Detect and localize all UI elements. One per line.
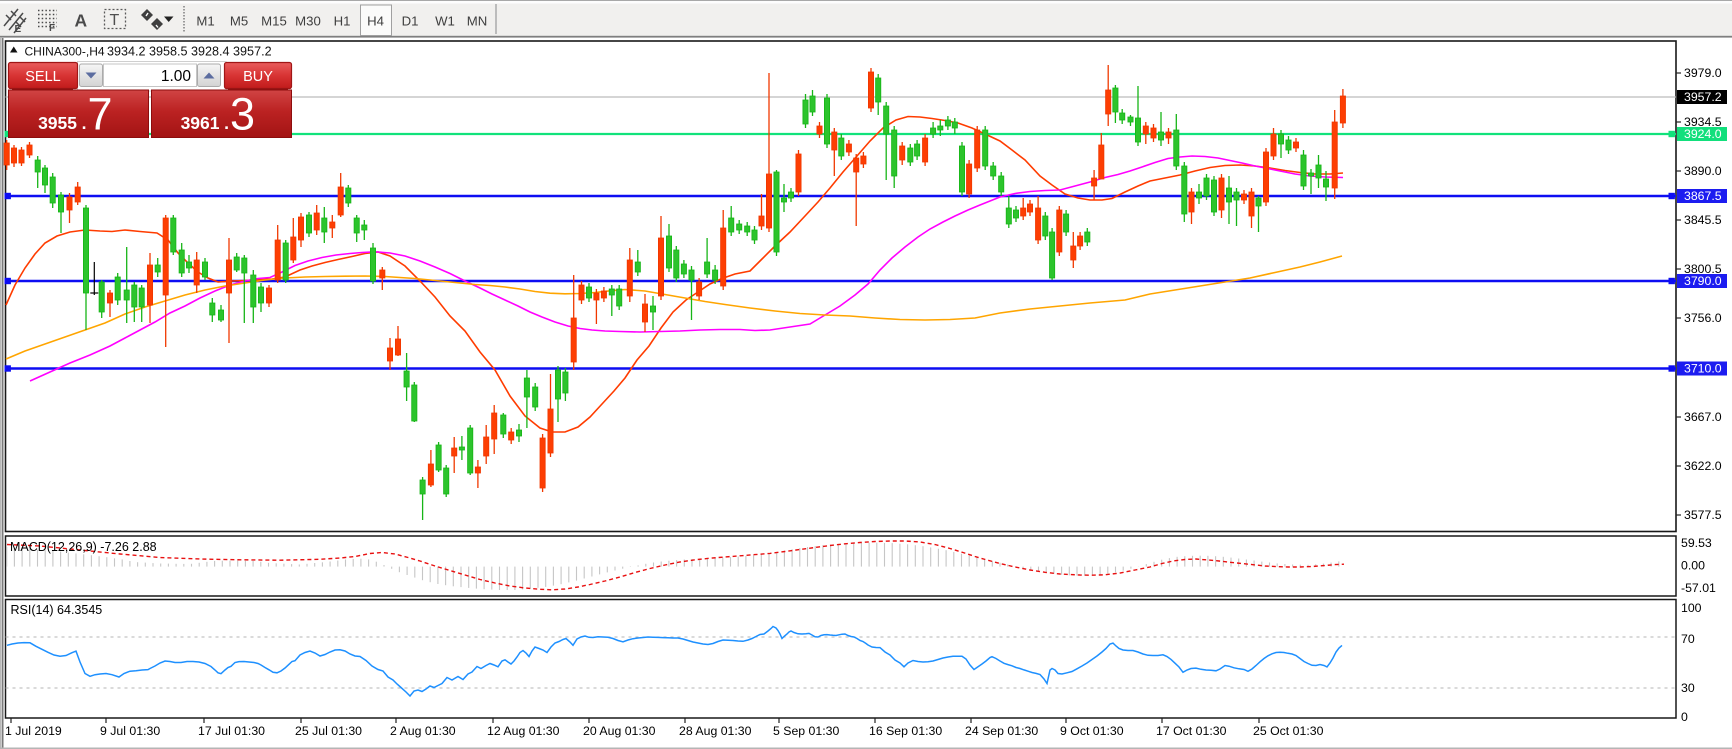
svg-text:5 Sep 01:30: 5 Sep 01:30 [773, 724, 839, 738]
svg-text:0.00: 0.00 [1681, 559, 1705, 573]
svg-text:BUY: BUY [243, 69, 273, 85]
svg-text:3867.5: 3867.5 [1684, 189, 1722, 203]
svg-text:3622.0: 3622.0 [1684, 459, 1722, 473]
svg-text:SELL: SELL [25, 69, 60, 85]
svg-text:D1: D1 [402, 14, 419, 29]
svg-text:3961: 3961 [181, 113, 220, 133]
svg-text:17 Oct 01:30: 17 Oct 01:30 [1156, 724, 1227, 738]
svg-text:3979.0: 3979.0 [1684, 66, 1722, 80]
svg-text:3577.5: 3577.5 [1684, 508, 1722, 522]
svg-text:9 Jul 01:30: 9 Jul 01:30 [100, 724, 160, 738]
svg-text:3710.0: 3710.0 [1684, 362, 1722, 376]
svg-text:RSI(14) 64.3545: RSI(14) 64.3545 [11, 603, 103, 617]
svg-text:H1: H1 [334, 14, 351, 29]
svg-text:1.00: 1.00 [161, 68, 192, 85]
svg-text:100: 100 [1681, 601, 1702, 615]
svg-text:9 Oct 01:30: 9 Oct 01:30 [1060, 724, 1124, 738]
svg-text:.: . [224, 113, 229, 133]
svg-text:T: T [110, 12, 120, 29]
svg-text:24 Sep 01:30: 24 Sep 01:30 [965, 724, 1038, 738]
svg-text:3756.0: 3756.0 [1684, 311, 1722, 325]
svg-text:20 Aug 01:30: 20 Aug 01:30 [583, 724, 656, 738]
svg-text:25 Jul 01:30: 25 Jul 01:30 [295, 724, 362, 738]
svg-text:3800.5: 3800.5 [1684, 262, 1722, 276]
svg-text:70: 70 [1681, 632, 1695, 646]
svg-text:M15: M15 [261, 14, 287, 29]
svg-text:30: 30 [1681, 681, 1695, 695]
svg-text:2 Aug 01:30: 2 Aug 01:30 [390, 724, 456, 738]
svg-text:.: . [82, 113, 87, 133]
svg-text:F: F [49, 23, 55, 34]
svg-text:W1: W1 [435, 14, 455, 29]
svg-text:12 Aug 01:30: 12 Aug 01:30 [487, 724, 560, 738]
svg-text:7: 7 [88, 89, 113, 140]
svg-text:3934.2 3958.5 3928.4 3957.2: 3934.2 3958.5 3928.4 3957.2 [107, 45, 272, 59]
svg-text:17 Jul 01:30: 17 Jul 01:30 [198, 724, 265, 738]
svg-text:M30: M30 [295, 14, 321, 29]
svg-text:3957.2: 3957.2 [1684, 90, 1722, 104]
svg-text:A: A [75, 11, 88, 31]
svg-text:3667.0: 3667.0 [1684, 410, 1722, 424]
svg-text:3955: 3955 [38, 113, 77, 133]
svg-text:3924.0: 3924.0 [1684, 127, 1722, 141]
svg-text:0: 0 [1681, 710, 1688, 724]
svg-text:3: 3 [230, 89, 255, 140]
svg-text:3890.0: 3890.0 [1684, 164, 1722, 178]
svg-text:25 Oct 01:30: 25 Oct 01:30 [1253, 724, 1324, 738]
svg-text:3845.5: 3845.5 [1684, 213, 1722, 227]
svg-text:M5: M5 [230, 14, 248, 29]
svg-text:3934.5: 3934.5 [1684, 115, 1722, 129]
svg-text:CHINA300-,H4: CHINA300-,H4 [25, 45, 105, 59]
svg-text:H4: H4 [367, 14, 384, 29]
svg-text:16 Sep 01:30: 16 Sep 01:30 [869, 724, 942, 738]
svg-text:59.53: 59.53 [1681, 536, 1712, 550]
svg-text:-57.01: -57.01 [1681, 581, 1716, 595]
svg-text:3790.0: 3790.0 [1684, 274, 1722, 288]
svg-text:MACD(12,26,9) -7.26 2.88: MACD(12,26,9) -7.26 2.88 [10, 540, 157, 554]
svg-text:28 Aug 01:30: 28 Aug 01:30 [679, 724, 752, 738]
svg-text:1 Jul 2019: 1 Jul 2019 [5, 724, 62, 738]
svg-text:MN: MN [467, 14, 488, 29]
svg-text:M1: M1 [196, 14, 214, 29]
svg-text:E: E [15, 24, 22, 35]
